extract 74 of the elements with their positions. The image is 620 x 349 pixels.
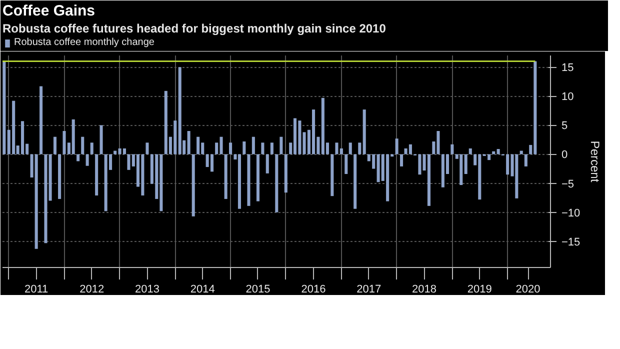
bar [2,61,6,154]
bar [76,154,80,162]
y-tick-label: −10 [562,207,580,220]
y-tick-label: 10 [562,91,574,104]
bar [256,154,260,202]
bar [229,142,232,154]
bar [362,110,366,154]
bar [460,154,463,186]
y-tick-label: 5 [562,120,568,132]
bar [238,154,241,209]
bar [187,131,190,154]
bar [464,154,468,174]
bar [224,154,228,199]
bar [340,148,343,154]
y-tick-label: −15 [562,236,580,248]
y-tick-label: 15 [562,62,574,74]
bar [247,154,250,206]
bar [72,119,75,154]
bar [335,142,338,154]
bar [496,149,500,154]
bar [400,154,404,166]
chart-subtitle: Robusta coffee futures headed for biggest monthly gain since 2010 [2,22,386,36]
x-tick-label: 2015 [246,284,270,296]
bar [266,154,269,174]
bar [524,154,528,166]
bar [358,142,362,154]
bar [127,154,130,170]
x-tick-label: 2018 [412,284,437,296]
bar [261,142,264,154]
bar [354,154,357,209]
bar [293,118,297,154]
x-tick-label: 2011 [24,284,48,296]
bar [146,142,149,154]
bar [348,142,352,154]
bar [220,136,223,154]
bar [196,136,200,154]
bar [280,136,283,154]
x-tick-label: 2019 [467,284,492,296]
y-tick-label: −5 [562,178,574,190]
bar [395,138,398,154]
bar [468,148,472,154]
bar [40,86,43,154]
bar [178,67,182,154]
bar [192,154,195,216]
bar [86,154,89,166]
bar [252,136,255,154]
bar [450,144,454,154]
bar [95,154,98,196]
x-tick-label: 2014 [190,284,215,296]
bar [427,154,430,206]
bar [81,136,84,154]
bar [122,148,126,154]
bar [344,154,348,174]
bar [515,154,518,198]
x-tick-label: 2020 [516,284,540,296]
bar [270,142,274,154]
bar [242,141,246,154]
bar [53,136,57,154]
x-tick-label: 2013 [135,284,160,296]
x-tick-label: 2016 [301,284,326,296]
bar [100,125,103,154]
bar [90,142,94,154]
x-tick-label: 2017 [356,284,382,296]
chart-title: Coffee Gains [2,2,96,20]
bar [58,154,62,199]
bar [215,142,218,154]
x-tick-label: 2012 [80,284,104,296]
y-tick-label: 0 [562,149,568,162]
bar [330,154,334,196]
bar [275,154,278,212]
bar [34,154,38,249]
y-axis-title: Percent [588,140,602,183]
bar [284,154,288,193]
legend-label: Robusta coffee monthly change [14,37,154,48]
